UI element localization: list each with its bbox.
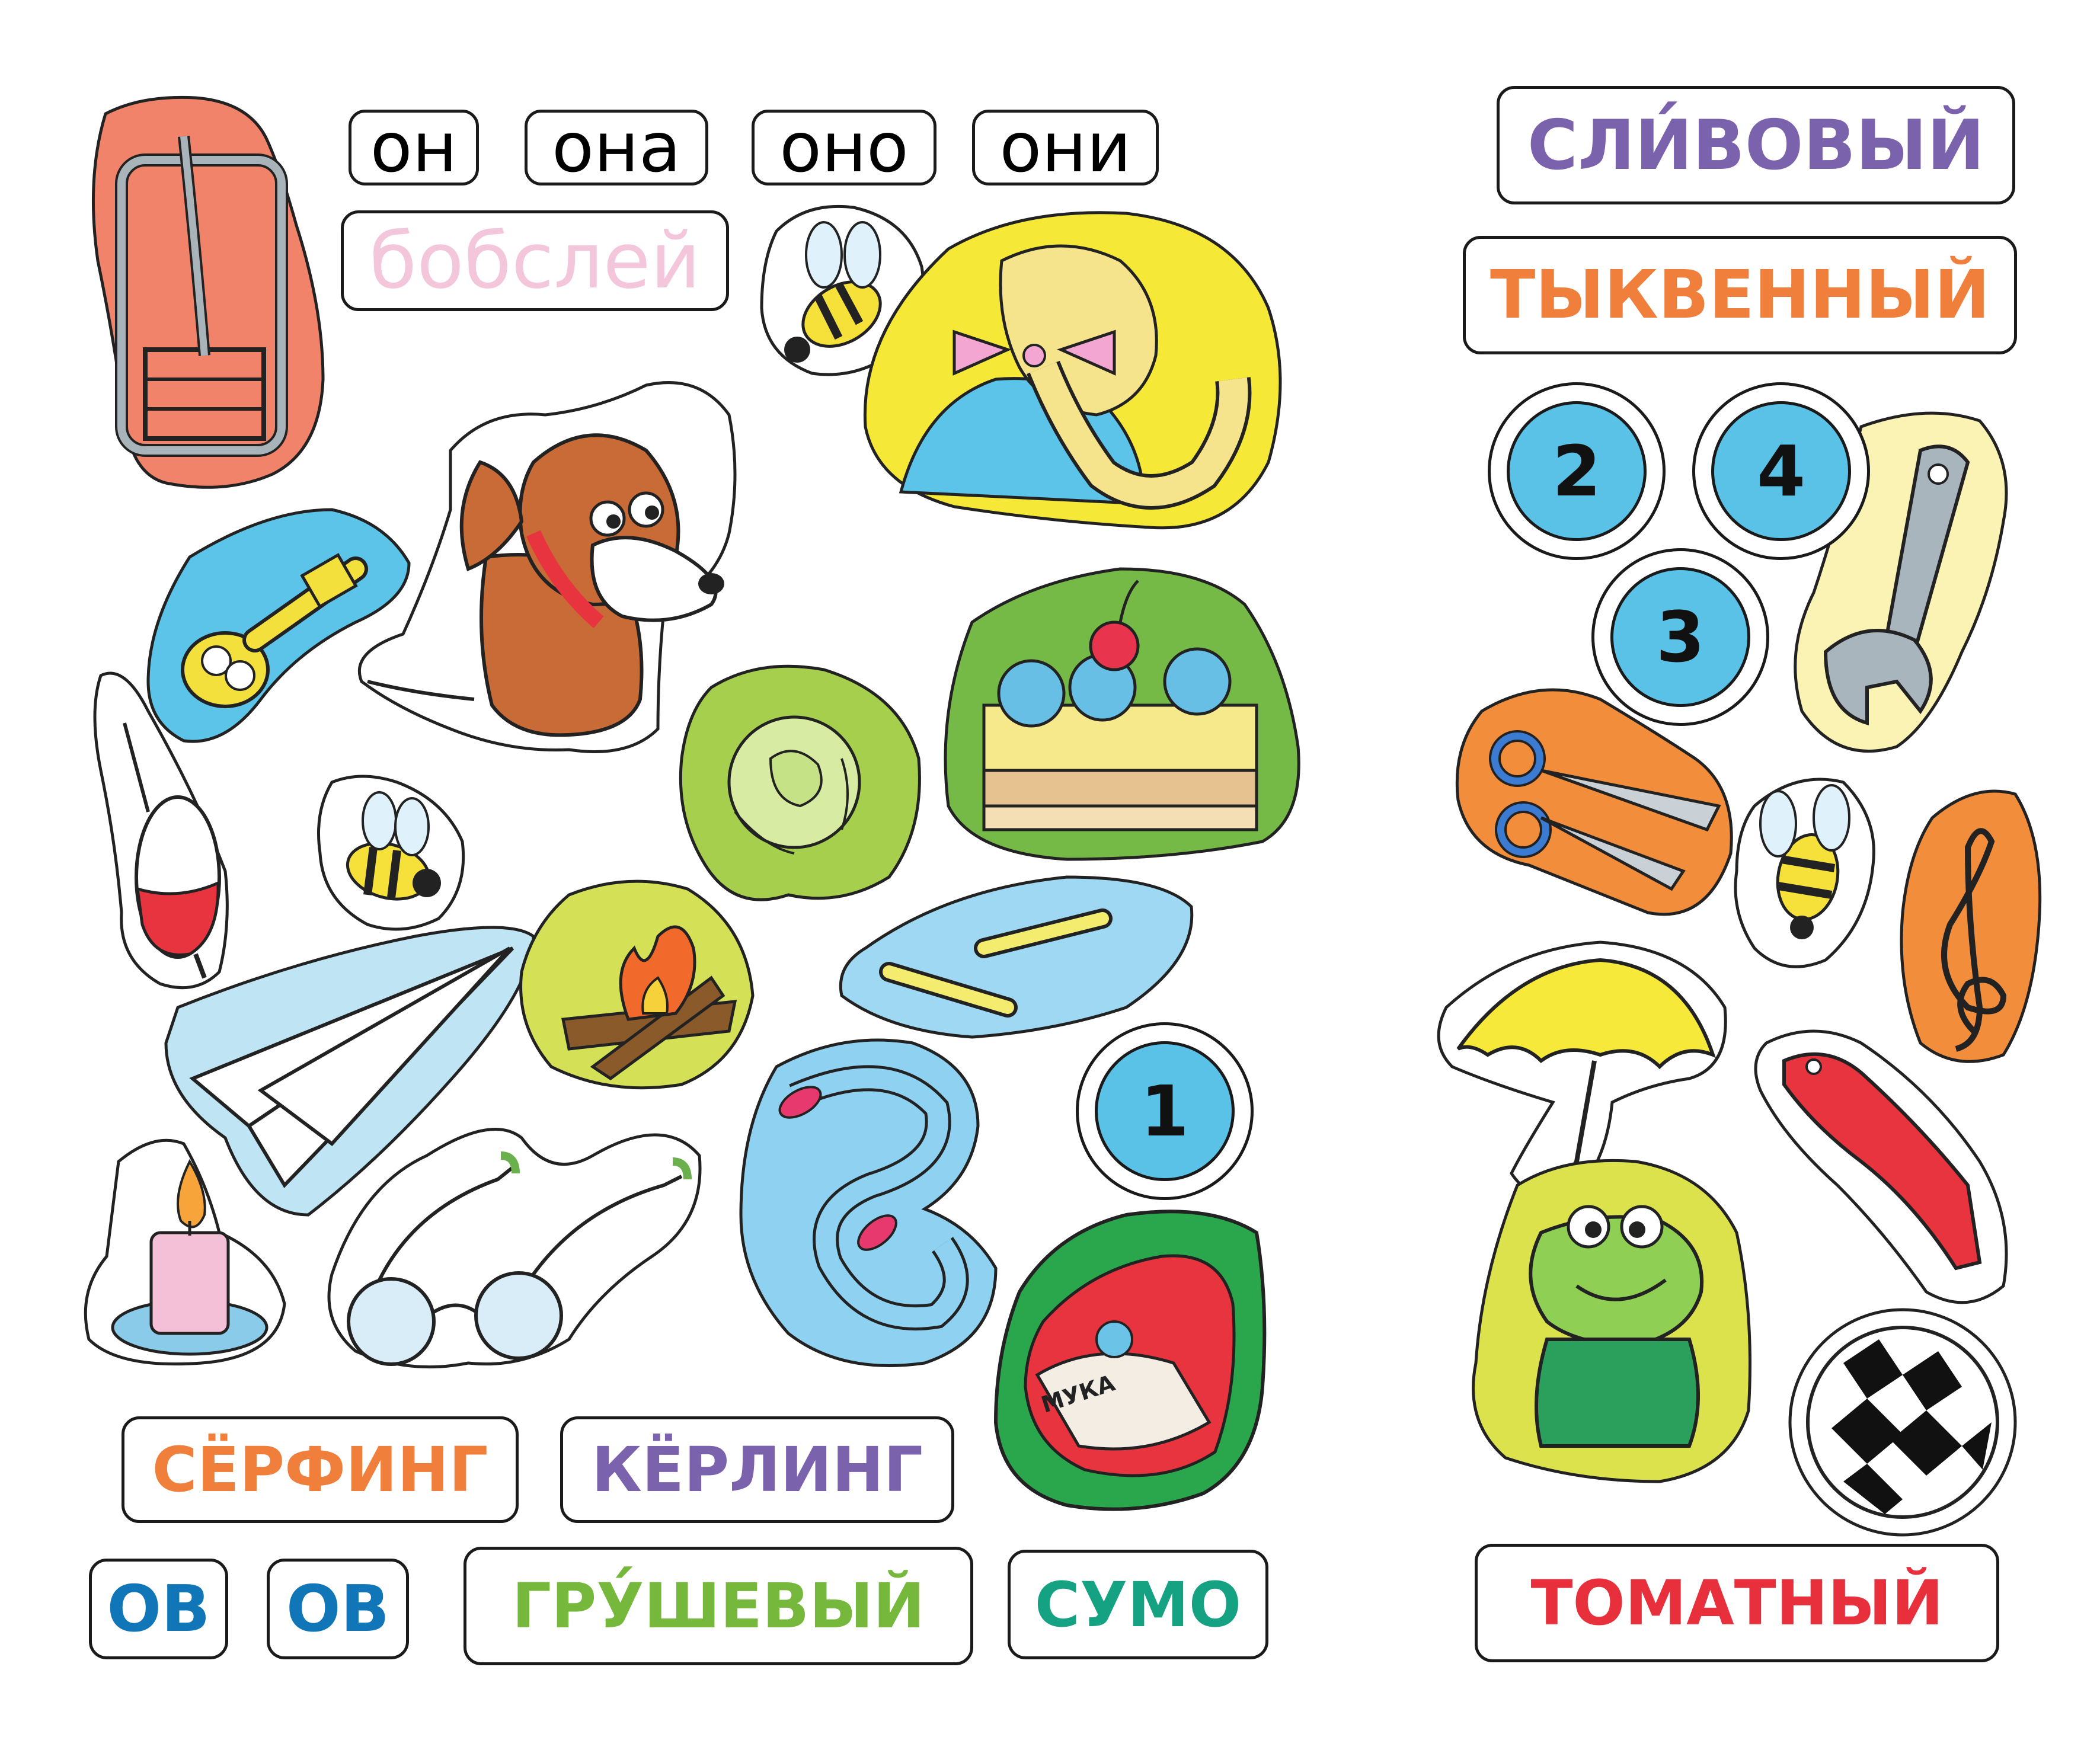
word-label-serfing: СЁРФИНГ xyxy=(122,1416,519,1523)
frog-icon xyxy=(1472,1159,1751,1483)
girl-braid-icon xyxy=(863,211,1282,530)
number-4-text: 4 xyxy=(1711,401,1852,542)
pronoun-label: они xyxy=(972,108,1159,188)
cake-icon xyxy=(944,567,1300,861)
umbrella-icon xyxy=(1437,940,1727,1199)
word-label-sumo: СУМО xyxy=(1008,1550,1268,1659)
word-label-bobsley: бобслей xyxy=(341,210,729,311)
mousetrap-icon xyxy=(91,95,325,489)
number-1-text: 1 xyxy=(1094,1041,1235,1182)
bee-icon xyxy=(317,775,465,931)
ball-icon xyxy=(1788,1308,2017,1537)
pronoun-label: оно xyxy=(752,108,936,188)
campfire-icon xyxy=(519,879,755,1090)
snake-icon xyxy=(739,1038,998,1367)
number-circle-1: 1 xyxy=(1076,1022,1254,1200)
paper-plane-icon xyxy=(164,926,535,1217)
number-circle-3: 3 xyxy=(1591,548,1769,726)
fishing-float-icon xyxy=(93,671,229,990)
number-3-text: 3 xyxy=(1610,567,1751,708)
cabbage-icon xyxy=(679,664,921,901)
comb-icon xyxy=(1754,1029,2008,1304)
key-icon xyxy=(146,508,411,743)
candle-icon xyxy=(84,1138,286,1366)
treble-clef-icon xyxy=(1900,789,2042,1063)
glasses-icon xyxy=(327,1127,702,1369)
pronoun-label: он xyxy=(349,108,479,188)
pronoun-label: она xyxy=(525,108,708,188)
bee-icon xyxy=(1734,778,1875,968)
number-circle-4: 4 xyxy=(1692,382,1870,560)
word-label-slivovy: СЛИ́ВОВЫЙ xyxy=(1497,86,2015,204)
suffix-label-ov: ОВ xyxy=(267,1559,409,1659)
word-label-tykvenny: ТЫКВЕННЫЙ xyxy=(1463,236,2017,354)
number-2-text: 2 xyxy=(1506,401,1647,542)
bones-icon xyxy=(839,875,1194,1039)
word-label-kerling: КЁРЛИНГ xyxy=(560,1416,954,1523)
word-label-tomatny: ТОМАТНЫЙ xyxy=(1475,1544,1999,1662)
dog-icon xyxy=(357,381,737,753)
scissors-icon xyxy=(1455,688,1733,916)
number-circle-2: 2 xyxy=(1488,382,1666,560)
word-label-grushevy: ГРУ́ШЕВЫЙ xyxy=(464,1547,973,1665)
suffix-label-ov: ОВ xyxy=(89,1559,228,1659)
flour-bag-icon xyxy=(993,1210,1267,1511)
